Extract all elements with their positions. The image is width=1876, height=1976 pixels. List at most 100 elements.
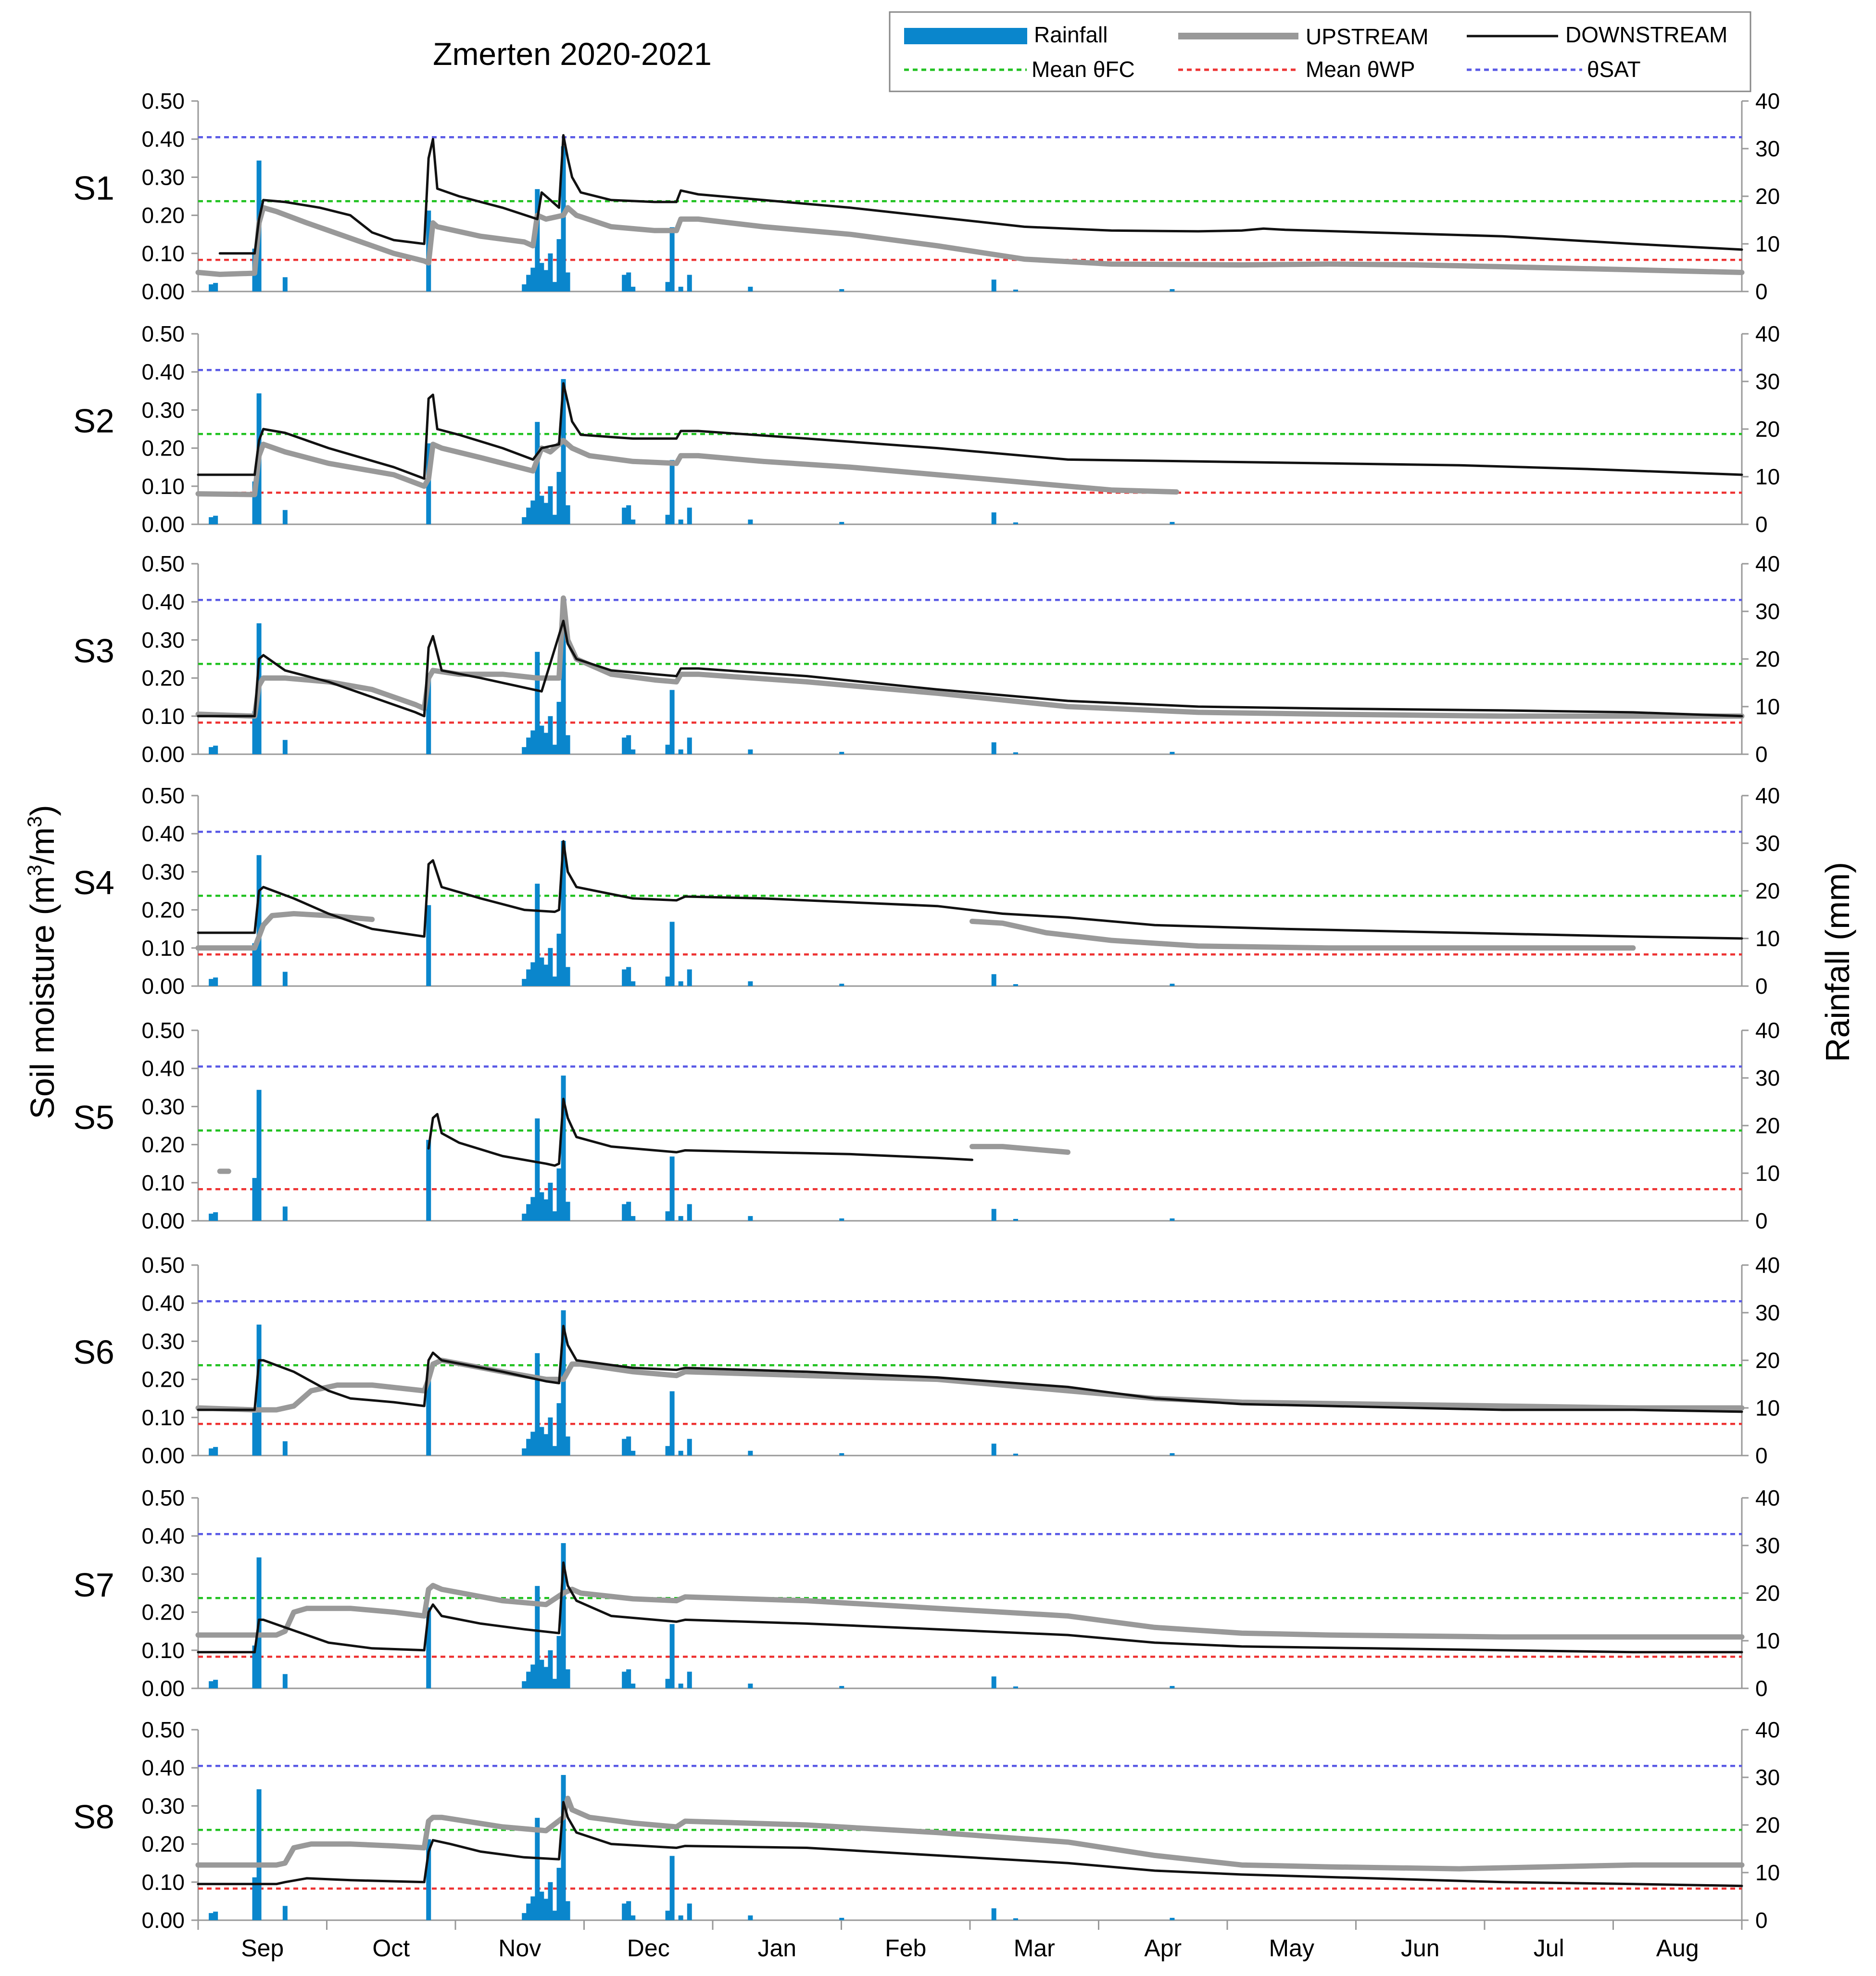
rainfall-bar <box>565 735 570 754</box>
rainfall-bar <box>252 481 257 524</box>
y-right-tick-label: 20 <box>1755 1348 1780 1373</box>
rainfall-bar <box>543 1899 549 1920</box>
rainfall-bar <box>630 1915 636 1920</box>
y-right-tick-label: 40 <box>1755 1717 1780 1742</box>
rainfall-bar <box>526 1903 531 1920</box>
y-left-tick-label: 0.00 <box>141 742 185 767</box>
rainfall-bar <box>665 976 670 986</box>
rainfall-bar <box>552 1911 557 1920</box>
rainfall-bar <box>687 275 692 291</box>
rainfall-bar <box>548 1650 553 1688</box>
y-left-tick-label: 0.00 <box>141 512 185 537</box>
rainfall-bar <box>678 749 683 754</box>
downstream-line <box>218 134 1743 255</box>
downstream-line <box>197 1561 1743 1654</box>
rainfall-bar <box>622 507 627 524</box>
rainfall-bar <box>561 1310 566 1456</box>
rainfall-bar <box>252 943 257 986</box>
rainfall-bar <box>530 962 536 986</box>
y-left-tick-label: 0.30 <box>141 1561 185 1586</box>
downstream-line <box>197 620 1743 718</box>
y-left-tick-label: 0.50 <box>141 783 185 808</box>
rainfall-bar <box>526 1204 531 1221</box>
month-label: Mar <box>1014 1935 1055 1962</box>
rainfall-bar <box>665 745 670 754</box>
rainfall-bar <box>526 1672 531 1688</box>
y-axis-left-label-mid: /m <box>24 827 61 865</box>
rainfall-bar <box>535 1586 540 1688</box>
legend-rainfall-label: Rainfall <box>1034 22 1108 47</box>
rainfall-bar <box>213 1447 218 1456</box>
rainfall-bar <box>548 486 553 524</box>
panel-label: S7 <box>73 1566 114 1604</box>
rainfall-bar <box>626 1202 631 1221</box>
rainfall-bar <box>748 287 753 291</box>
rainfall-bar <box>687 969 692 986</box>
rainfall-bar <box>522 979 527 986</box>
rainfall-bar <box>630 981 636 986</box>
rainfall-bar <box>839 1218 844 1221</box>
rainfall-bar <box>256 1789 262 1920</box>
panel-label: S8 <box>73 1798 114 1836</box>
rainfall-bar <box>548 1882 553 1920</box>
y-left-tick-label: 0.30 <box>141 1094 185 1119</box>
rainfall-bar <box>426 1839 431 1920</box>
rainfall-bar <box>552 515 557 524</box>
rainfall-bar <box>209 1448 214 1456</box>
y-left-tick-label: 0.30 <box>141 627 185 652</box>
rainfall-bar <box>526 969 531 986</box>
rainfall-bar <box>556 702 562 754</box>
rainfall-bar <box>678 1216 683 1221</box>
rainfall-bar <box>748 1451 753 1456</box>
rainfall-bar <box>426 673 431 754</box>
rainfall-bar <box>522 284 527 291</box>
legend-fc-label: Mean θFC <box>1032 57 1135 82</box>
rainfall-bar <box>522 747 527 754</box>
y-left-tick-label: 0.40 <box>141 1056 185 1081</box>
rainfall-bar <box>426 1140 431 1221</box>
y-right-tick-label: 0 <box>1755 1208 1768 1233</box>
rainfall-bar <box>622 1672 627 1688</box>
legend-rainfall-swatch <box>904 28 1027 44</box>
rainfall-bar <box>669 460 675 524</box>
y-left-tick-label: 0.50 <box>141 551 185 576</box>
rainfall-bar <box>669 922 675 986</box>
y-left-tick-label: 0.50 <box>141 1717 185 1742</box>
rainfall-bar <box>991 512 996 524</box>
rainfall-bar <box>565 1436 570 1456</box>
rainfall-bar <box>543 503 549 524</box>
rainfall-bar <box>1013 1686 1018 1688</box>
rainfall-bar <box>665 1446 670 1456</box>
rainfall-bar <box>678 287 683 291</box>
upstream-line <box>969 1144 1070 1155</box>
y-right-tick-label: 10 <box>1755 926 1780 951</box>
y-left-tick-label: 0.10 <box>141 936 185 961</box>
y-right-tick-label: 40 <box>1755 783 1780 808</box>
rainfall-bar <box>256 855 262 986</box>
rainfall-bar <box>252 1645 257 1688</box>
y-axis-right-label: Rainfall (mm) <box>1819 862 1856 1062</box>
panel-label: S5 <box>73 1099 114 1136</box>
rainfall-bar <box>626 272 631 291</box>
month-label: Oct <box>372 1935 410 1962</box>
y-right-tick-label: 20 <box>1755 878 1780 903</box>
rainfall-bar <box>991 974 996 986</box>
y-left-tick-label: 0.50 <box>141 89 185 114</box>
y-left-tick-label: 0.20 <box>141 1132 185 1157</box>
y-left-tick-label: 0.30 <box>141 397 185 422</box>
rainfall-bar <box>535 422 540 524</box>
month-label: May <box>1269 1935 1314 1962</box>
rainfall-bar <box>561 1543 566 1688</box>
rainfall-bar <box>535 1118 540 1221</box>
y-right-tick-label: 10 <box>1755 464 1780 489</box>
y-left-tick-label: 0.40 <box>141 127 185 152</box>
rainfall-bar <box>556 1168 562 1221</box>
rainfall-bar <box>991 1908 996 1920</box>
rainfall-bar <box>669 1624 675 1688</box>
rainfall-bar <box>213 516 218 524</box>
panel-s3: 0.00 0.10 0.20 0.30 0.40 0.50 0 10 20 30 40 S3 <box>73 551 1780 767</box>
rainfall-bar <box>535 652 540 754</box>
rainfall-bar <box>1170 522 1175 524</box>
rainfall-bar <box>552 745 557 754</box>
